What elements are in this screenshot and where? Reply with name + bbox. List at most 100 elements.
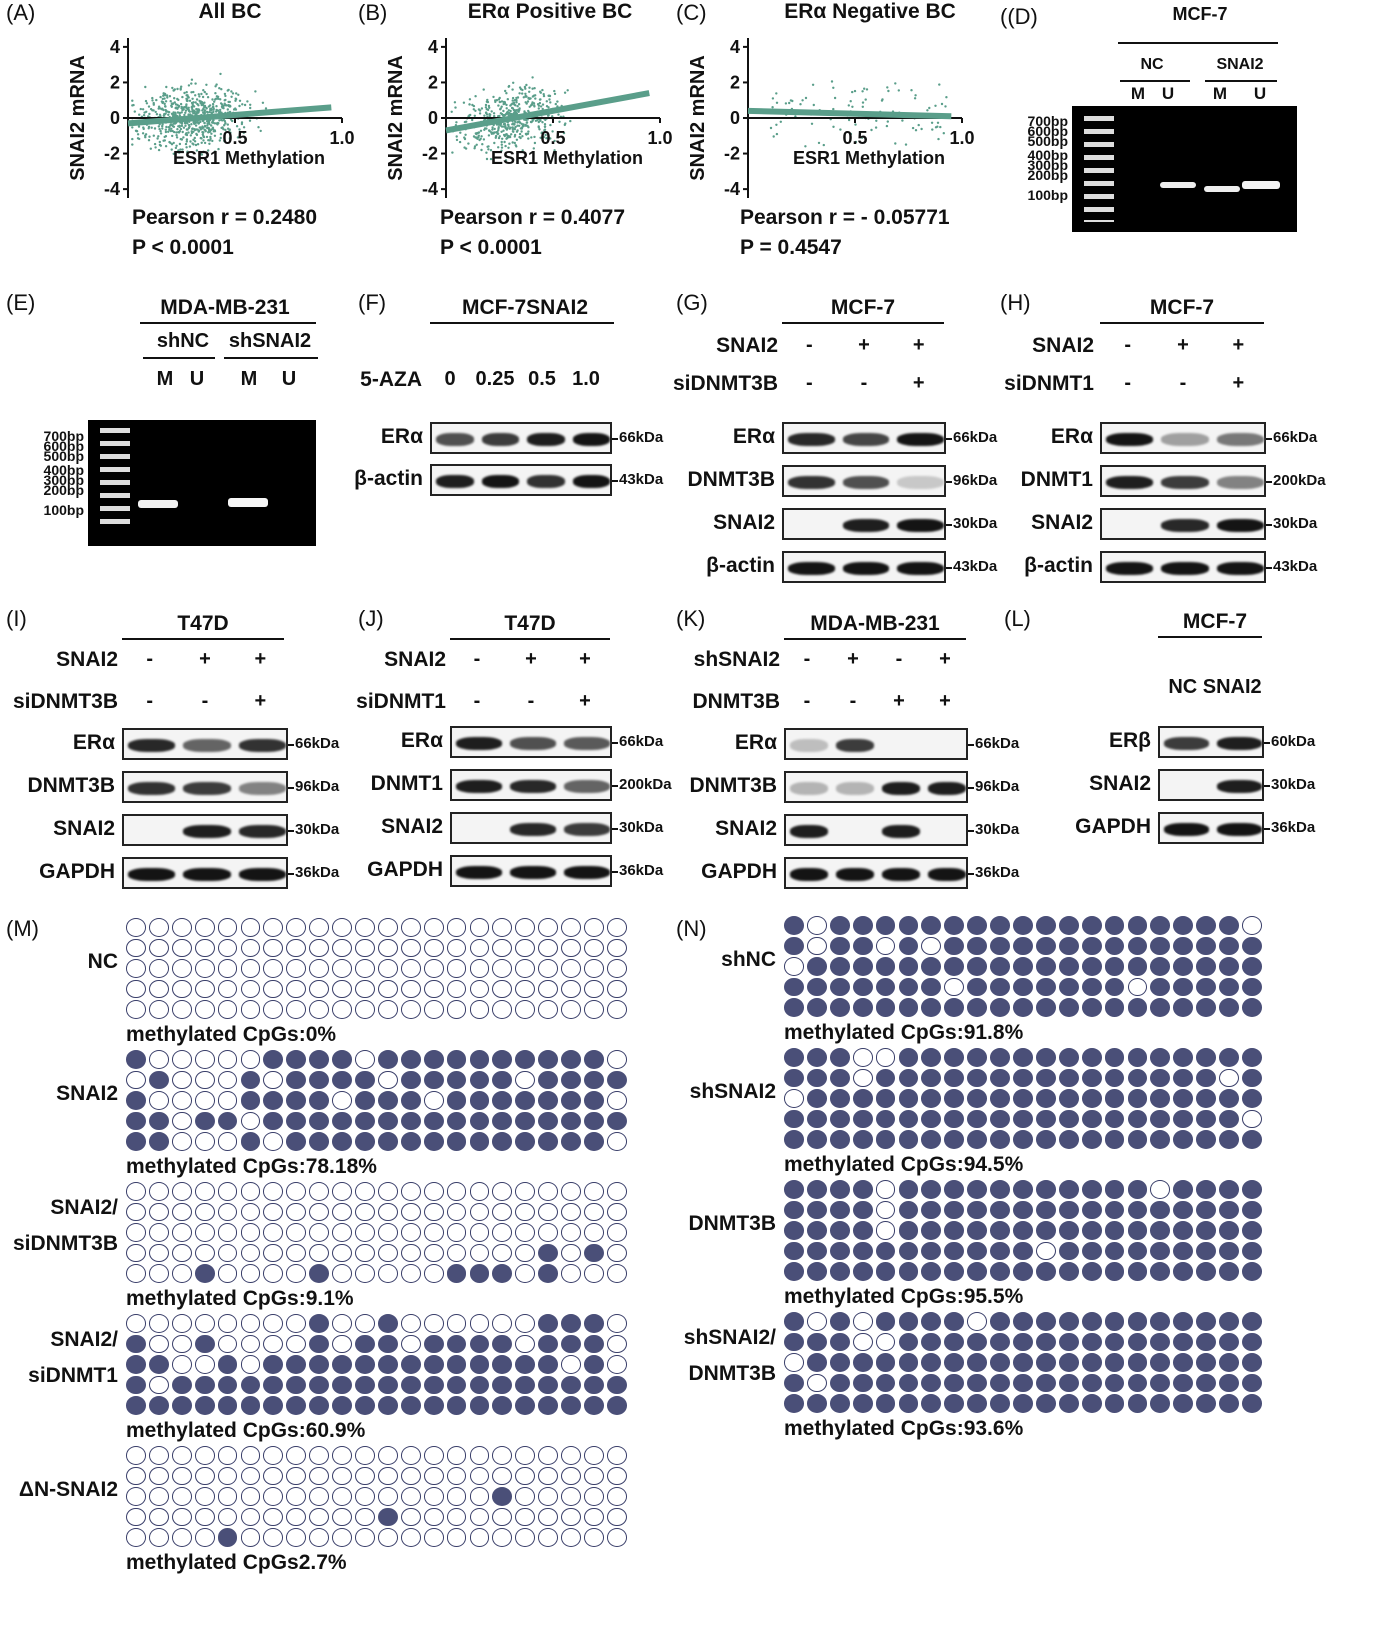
cpg-methylated (1150, 1200, 1171, 1219)
blot-strip (430, 464, 612, 496)
scatter-point (214, 85, 217, 88)
cpg-methylated (1242, 936, 1262, 955)
cpg-methylated (126, 1355, 146, 1374)
cpg-methylated (1058, 1200, 1079, 1219)
cpg-methylated (1081, 1312, 1102, 1331)
scatter-point (515, 130, 519, 133)
cpg-methylated (852, 1089, 873, 1108)
group-label: ΔN-SNAI2 (18, 1478, 118, 1501)
blot-row-label: DNMT1 (1020, 468, 1093, 491)
cpg-methylated (1150, 1312, 1171, 1331)
cpg-methylated (1058, 1373, 1079, 1392)
scatter-point (224, 94, 227, 98)
scatter-point (944, 105, 947, 108)
scatter-point (238, 99, 242, 103)
cpg-methylated (1219, 1180, 1239, 1199)
scatter-point (187, 126, 191, 130)
scatter-point (191, 127, 194, 130)
cpg-methylated (309, 1070, 330, 1089)
cpg-methylated (1150, 1373, 1171, 1392)
cpg-unmethylated (492, 979, 513, 998)
cpg-methylated (286, 1396, 307, 1415)
cpg-unmethylated (606, 938, 627, 957)
group-label: shNC (721, 948, 776, 971)
cpg-methylated (875, 1394, 896, 1413)
band (1106, 561, 1154, 576)
scatter-point (187, 106, 190, 110)
cpg-unmethylated (171, 1202, 192, 1221)
scatter-point (524, 87, 527, 90)
scatter-point (223, 92, 227, 96)
scatter-point (517, 103, 521, 106)
scatter-point (518, 135, 521, 139)
cpg-methylated (1219, 1262, 1239, 1281)
scatter-point (196, 102, 199, 106)
cpg-unmethylated (606, 1132, 627, 1151)
scatter-point (529, 120, 533, 124)
cpg-methylated (1173, 1262, 1194, 1281)
scatter-point (887, 89, 890, 93)
band (183, 867, 231, 882)
scatter-point (184, 111, 187, 115)
cpg-methylated (1013, 957, 1033, 976)
cpg-methylated (1242, 1048, 1262, 1067)
cpg-unmethylated (332, 1446, 352, 1465)
cpg-methylated (240, 1070, 261, 1089)
scatter-point (163, 92, 167, 96)
cpg-methylated (784, 1332, 804, 1351)
scatter-point (521, 88, 524, 92)
kda-tick (946, 438, 952, 440)
scatter-point (487, 129, 491, 132)
blot-strip (784, 771, 968, 803)
cpg-methylated (990, 1332, 1010, 1351)
cpg-unmethylated (538, 1182, 559, 1201)
scatter-point (503, 140, 506, 144)
blot-row-label: ERα (400, 729, 443, 752)
condition-sign: + (579, 648, 591, 670)
scatter-point (804, 145, 807, 148)
cpg-unmethylated (538, 959, 559, 978)
cpg-methylated (967, 1180, 988, 1199)
cpg-unmethylated (515, 959, 536, 978)
cpg-unmethylated (584, 1264, 604, 1283)
scatter-point (152, 109, 155, 112)
scatter-point (497, 104, 500, 107)
cpg-methylated (194, 1334, 215, 1353)
cpg-unmethylated (423, 1314, 444, 1333)
cpg-methylated (1196, 1221, 1217, 1240)
scatter-point (504, 125, 507, 128)
scatter-point (553, 149, 556, 152)
cpg-methylated (967, 1130, 988, 1149)
scatter-point (169, 129, 172, 133)
cpg-methylated (921, 1394, 942, 1413)
cpg-methylated (446, 1132, 467, 1151)
cpg-methylated (1013, 1312, 1033, 1331)
condition-sign: - (1124, 334, 1131, 356)
scatter-point (930, 121, 934, 125)
cpg-unmethylated (171, 1355, 192, 1374)
cpg-methylated (469, 1070, 490, 1089)
scatter-point (500, 100, 504, 103)
cpg-methylated (561, 1070, 581, 1089)
cpg-methylated (584, 1314, 604, 1333)
gel-d-image (1072, 106, 1297, 232)
cpg-methylated (217, 1396, 238, 1415)
cpg-methylated (515, 1091, 536, 1110)
cpg-unmethylated (446, 1507, 467, 1526)
blot-row-label: ERα (732, 425, 775, 448)
band (788, 475, 835, 490)
cpg-methylated (944, 1262, 965, 1281)
cpg-methylated (898, 1130, 919, 1149)
blot-l-lanes: NC SNAI2 (1168, 676, 1262, 698)
group-label: shSNAI2/ (683, 1326, 776, 1349)
cpg-methylated (1219, 1109, 1239, 1128)
cpg-methylated (852, 1180, 873, 1199)
cpg-methylated (309, 1334, 330, 1353)
scatter-point (264, 107, 268, 110)
cpg-unmethylated (469, 938, 490, 957)
scatter-point (507, 123, 510, 127)
scatter-point (192, 90, 195, 94)
scatter-point (141, 108, 145, 111)
cpg-unmethylated (515, 1000, 536, 1019)
